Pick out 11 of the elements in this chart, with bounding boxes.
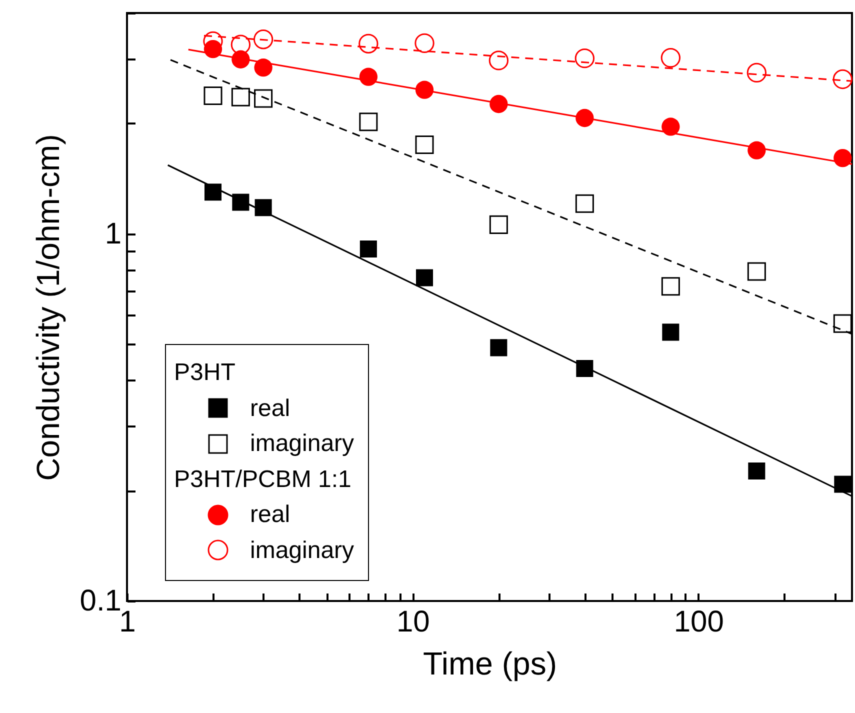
y-tick-label: 0.1	[80, 584, 122, 618]
legend-label: imaginary	[250, 429, 354, 459]
x-tick-label: 10	[396, 606, 430, 638]
text: P3HT	[174, 359, 236, 386]
x-axis-title: Time (ps)	[423, 646, 557, 682]
text: P3HT/PCBM 1:1	[174, 466, 352, 492]
x-tick-label: 100	[674, 606, 724, 638]
legend-label: real	[250, 394, 290, 424]
y-axis-title: Conductivity (1/ohm-cm)	[30, 134, 66, 481]
legend-label: imaginary	[250, 536, 354, 566]
legend-label: real	[250, 500, 290, 530]
